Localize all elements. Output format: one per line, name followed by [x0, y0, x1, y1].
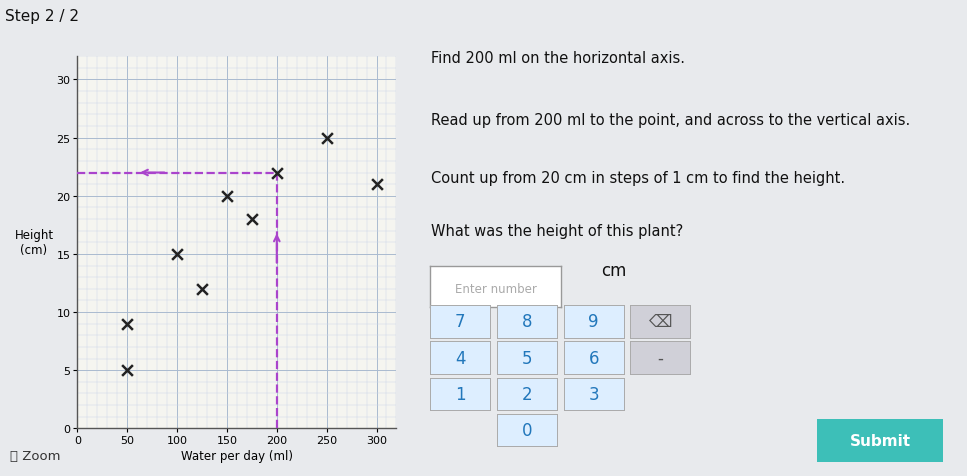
- Text: 1: 1: [455, 385, 465, 403]
- Point: [269, 169, 284, 177]
- Point: [194, 286, 210, 293]
- Text: Read up from 200 ml to the point, and across to the vertical axis.: Read up from 200 ml to the point, and ac…: [431, 113, 910, 128]
- Point: [368, 181, 384, 188]
- Text: 8: 8: [522, 313, 532, 331]
- Text: 6: 6: [589, 349, 599, 367]
- Text: Step 2 / 2: Step 2 / 2: [5, 9, 79, 24]
- Text: 🔍 Zoom: 🔍 Zoom: [10, 449, 60, 462]
- Text: 9: 9: [589, 313, 599, 331]
- Text: Submit: Submit: [849, 433, 911, 448]
- Text: What was the height of this plant?: What was the height of this plant?: [431, 224, 683, 238]
- Text: -: -: [658, 349, 663, 367]
- X-axis label: Water per day (ml): Water per day (ml): [181, 449, 293, 463]
- Point: [120, 320, 135, 328]
- Text: Find 200 ml on the horizontal axis.: Find 200 ml on the horizontal axis.: [431, 51, 685, 66]
- Text: cm: cm: [601, 261, 627, 279]
- Text: 0: 0: [522, 421, 532, 439]
- Point: [120, 367, 135, 374]
- Text: ⌫: ⌫: [649, 313, 672, 331]
- Text: 2: 2: [522, 385, 532, 403]
- Text: Count up from 20 cm in steps of 1 cm to find the height.: Count up from 20 cm in steps of 1 cm to …: [431, 170, 845, 186]
- Text: 4: 4: [455, 349, 465, 367]
- Point: [244, 216, 259, 223]
- Text: Enter number: Enter number: [454, 282, 537, 295]
- Text: 7: 7: [455, 313, 465, 331]
- Point: [220, 193, 235, 200]
- Y-axis label: Height
(cm): Height (cm): [15, 229, 53, 257]
- Point: [169, 250, 185, 258]
- Text: 3: 3: [589, 385, 599, 403]
- Point: [319, 135, 335, 142]
- Text: 5: 5: [522, 349, 532, 367]
